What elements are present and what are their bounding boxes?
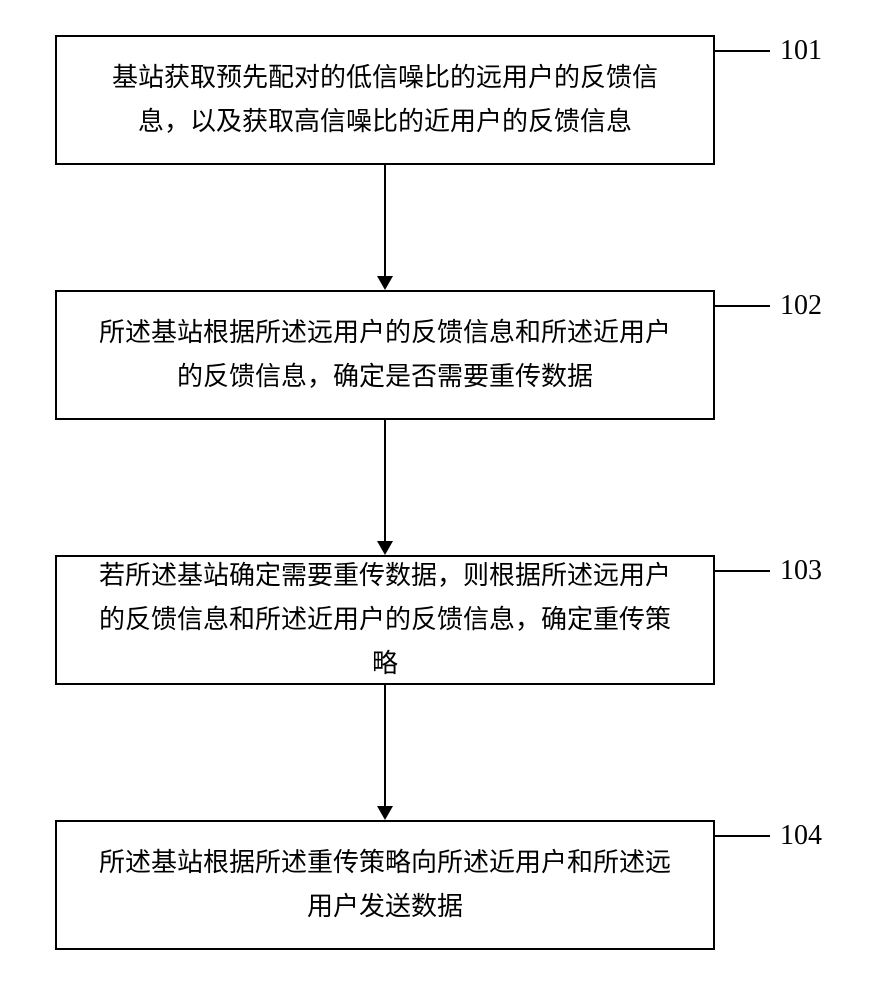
step-text-104: 所述基站根据所述重传策略向所述近用户和所述远用户发送数据 <box>87 841 683 929</box>
arrow-head-1-2 <box>377 276 393 290</box>
label-connector-104 <box>715 835 770 837</box>
step-box-102: 所述基站根据所述远用户的反馈信息和所述近用户的反馈信息，确定是否需要重传数据 <box>55 290 715 420</box>
arrow-head-3-4 <box>377 806 393 820</box>
step-label-102: 102 <box>780 290 822 322</box>
step-box-101: 基站获取预先配对的低信噪比的远用户的反馈信息，以及获取高信噪比的近用户的反馈信息 <box>55 35 715 165</box>
step-box-103: 若所述基站确定需要重传数据，则根据所述远用户的反馈信息和所述近用户的反馈信息，确… <box>55 555 715 685</box>
step-text-103: 若所述基站确定需要重传数据，则根据所述远用户的反馈信息和所述近用户的反馈信息，确… <box>87 554 683 687</box>
label-connector-103 <box>715 570 770 572</box>
step-text-101: 基站获取预先配对的低信噪比的远用户的反馈信息，以及获取高信噪比的近用户的反馈信息 <box>87 56 683 144</box>
step-label-103: 103 <box>780 555 822 587</box>
arrow-1-2 <box>384 165 386 276</box>
arrow-2-3 <box>384 420 386 541</box>
step-label-104: 104 <box>780 820 822 852</box>
label-connector-101 <box>715 50 770 52</box>
step-text-102: 所述基站根据所述远用户的反馈信息和所述近用户的反馈信息，确定是否需要重传数据 <box>87 311 683 399</box>
step-label-101: 101 <box>780 35 822 67</box>
label-connector-102 <box>715 305 770 307</box>
flowchart-container: 基站获取预先配对的低信噪比的远用户的反馈信息，以及获取高信噪比的近用户的反馈信息… <box>0 0 879 1000</box>
arrow-3-4 <box>384 685 386 806</box>
step-box-104: 所述基站根据所述重传策略向所述近用户和所述远用户发送数据 <box>55 820 715 950</box>
